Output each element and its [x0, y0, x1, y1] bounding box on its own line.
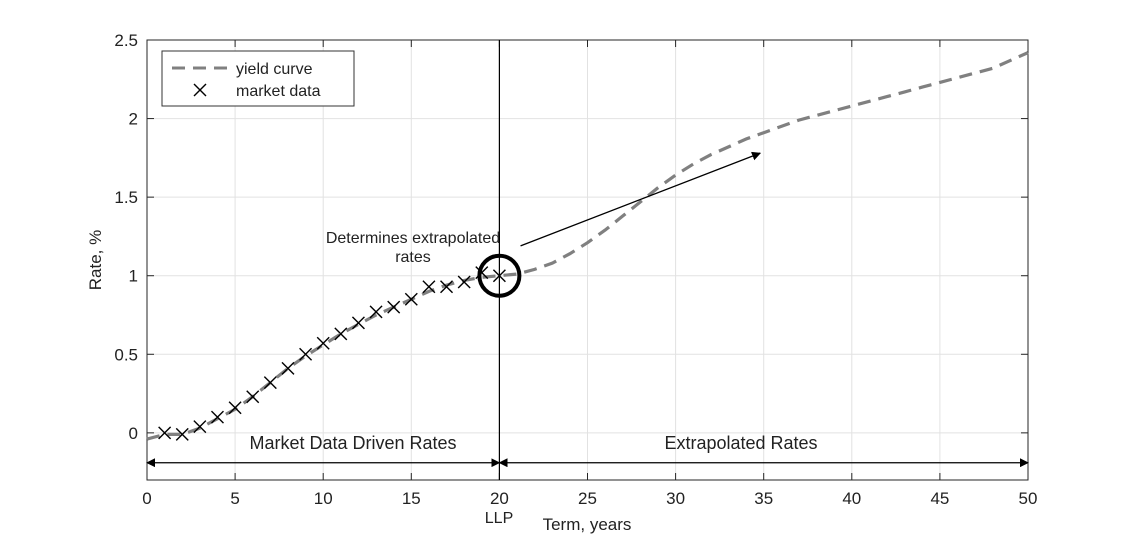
- market-data-point: [175, 427, 189, 441]
- x-axis-label: Term, years: [543, 515, 632, 534]
- market-data-point-stroke: [228, 401, 242, 415]
- legend-market-data-marker: [193, 83, 207, 97]
- market-data-point: [281, 361, 295, 375]
- x-tick-label: 10: [314, 489, 333, 508]
- market-data-point-stroke: [422, 280, 436, 294]
- x-tick-label: 20: [490, 489, 509, 508]
- annotations: Determines extrapolated rates Market Dat…: [146, 151, 1029, 527]
- x-tick-label: 0: [142, 489, 151, 508]
- market-data-point: [440, 280, 454, 294]
- market-data-point-stroke: [263, 376, 277, 390]
- label-market-data-driven-rates: Market Data Driven Rates: [249, 433, 456, 453]
- y-axis-label: Rate, %: [86, 230, 105, 290]
- market-data-point-stroke: [334, 327, 348, 341]
- y-tick-label: 2: [129, 110, 138, 129]
- annotation-extrapolation-line-1: Determines extrapolated: [326, 230, 500, 247]
- market-data-point: [263, 376, 277, 390]
- market-data-point: [492, 269, 506, 283]
- market-data-point-stroke: [457, 275, 471, 289]
- annotation-extrapolation-line-2: rates: [395, 249, 431, 266]
- market-data-point: [404, 292, 418, 306]
- market-data-point-stroke: [158, 426, 172, 440]
- x-axis-ticks: 0 5 10 15 20 25 30 35 40 45 50: [142, 40, 1037, 508]
- market-data-point: [457, 275, 471, 289]
- market-data-point: [422, 280, 436, 294]
- x-tick-label: 40: [842, 489, 861, 508]
- series: [146, 40, 1029, 480]
- llp-label: LLP: [485, 510, 513, 527]
- market-data-point: [334, 327, 348, 341]
- x-tick-label: 15: [402, 489, 421, 508]
- market-data-point-stroke: [404, 292, 418, 306]
- market-data-point-stroke: [492, 269, 506, 283]
- label-extrapolated-rates: Extrapolated Rates: [664, 433, 817, 453]
- market-data-point-stroke: [193, 420, 207, 434]
- market-data-point: [193, 420, 207, 434]
- market-data-point-stroke: [281, 361, 295, 375]
- y-tick-label: 2.5: [114, 31, 138, 50]
- y-tick-label: 0.5: [114, 345, 138, 364]
- market-data-point: [387, 300, 401, 314]
- market-data-point-stroke: [175, 427, 189, 441]
- x-tick-label: 50: [1019, 489, 1038, 508]
- market-data-point: [246, 390, 260, 404]
- market-data-point: [210, 410, 224, 424]
- market-data-point: [299, 347, 313, 361]
- market-data-point: [369, 305, 383, 319]
- x-tick-label: 35: [754, 489, 773, 508]
- legend-market-data-label: market data: [236, 83, 321, 100]
- axes: 0 5 10 15 20 25 30 35 40 45 50 0 0.5 1 1.5 2 2.5 Term, …: [86, 31, 1037, 534]
- y-tick-label: 1: [129, 267, 138, 286]
- extrapolation-arrow: [520, 151, 762, 247]
- y-tick-label: 1.5: [114, 188, 138, 207]
- y-tick-label: 0: [129, 424, 138, 443]
- market-data-point-stroke: [210, 410, 224, 424]
- llp-circle-marker: [477, 253, 522, 298]
- market-data-point-stroke: [246, 390, 260, 404]
- plot-frame: [146, 39, 1029, 481]
- y-axis-ticks: 0 0.5 1 1.5 2 2.5: [114, 31, 1028, 443]
- market-data-point-stroke: [299, 347, 313, 361]
- market-data-point-stroke: [316, 336, 330, 350]
- legend: yield curve market data: [161, 50, 355, 107]
- market-data-point-stroke: [369, 305, 383, 319]
- x-tick-label: 25: [578, 489, 597, 508]
- market-data-point-stroke: [440, 280, 454, 294]
- market-data-point: [351, 316, 365, 330]
- market-data-point: [316, 336, 330, 350]
- legend-yield-curve-label: yield curve: [236, 61, 313, 78]
- market-data-point: [158, 426, 172, 440]
- market-data-point-stroke: [351, 316, 365, 330]
- x-tick-label: 5: [230, 489, 239, 508]
- yield-curve-line: [146, 51, 1029, 441]
- market-data-point: [228, 401, 242, 415]
- market-data-point-stroke: [387, 300, 401, 314]
- x-tick-label: 30: [666, 489, 685, 508]
- legend-box: [161, 50, 355, 107]
- x-tick-label: 45: [930, 489, 949, 508]
